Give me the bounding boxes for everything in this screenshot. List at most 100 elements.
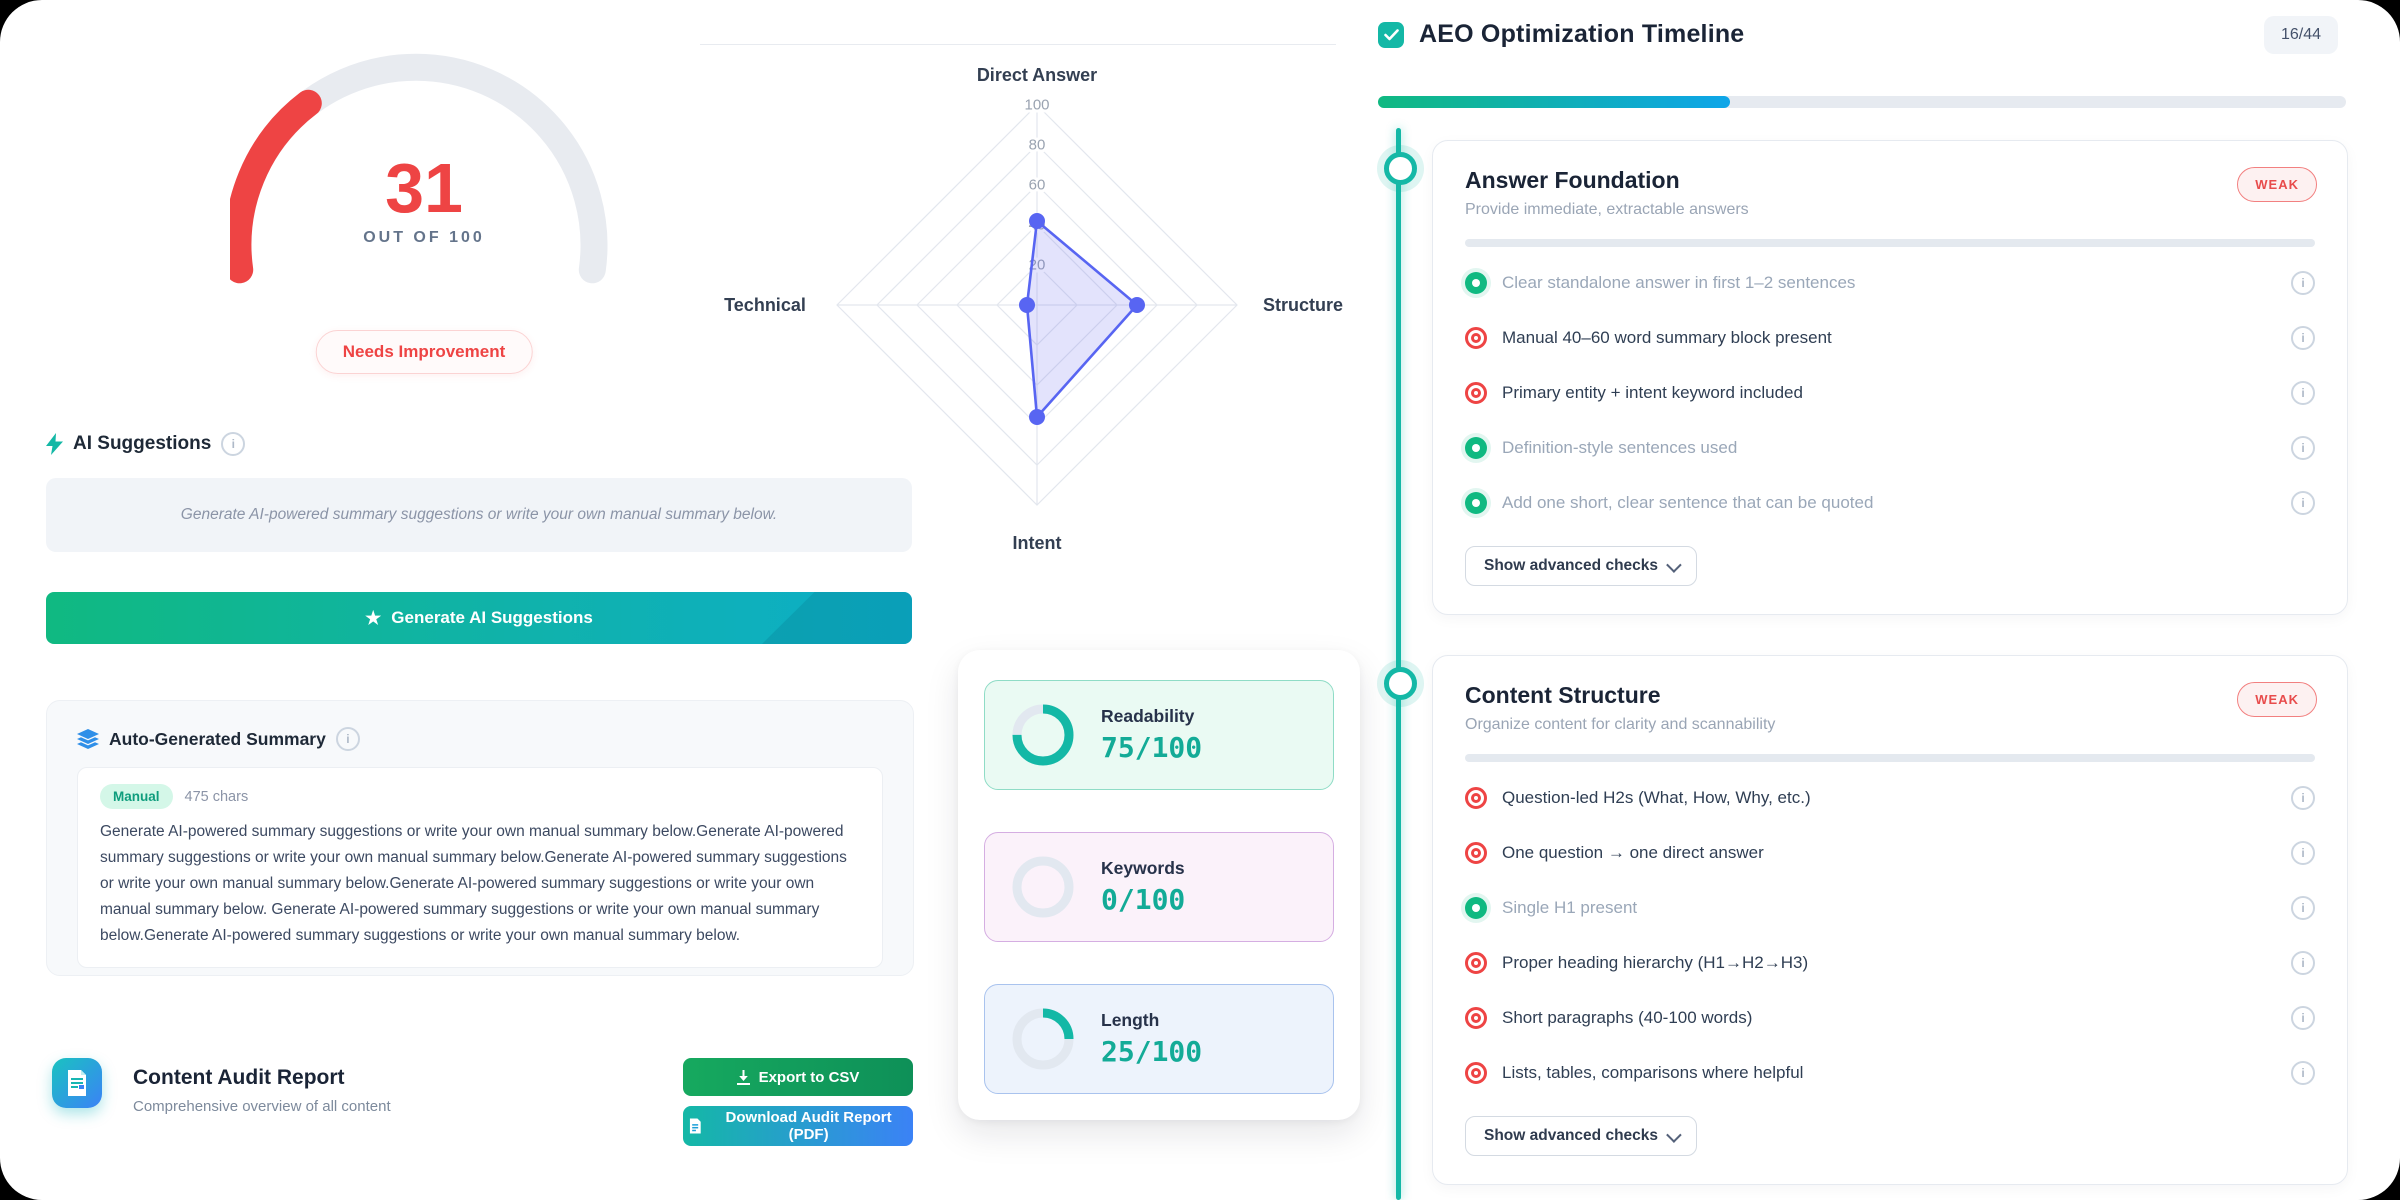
radar-data-point: [1129, 297, 1145, 313]
check-item: Proper heading hierarchy (H1→H2→H3): [1465, 935, 2315, 990]
info-icon[interactable]: [2291, 950, 2315, 975]
metric-label: Readability: [1101, 706, 1195, 726]
gauge-out-of-label: OUT OF 100: [363, 229, 485, 246]
export-csv-button[interactable]: Export to CSV: [683, 1058, 913, 1096]
check-item: Clear standalone answer in first 1–2 sen…: [1465, 255, 2315, 310]
radar-data-point: [1019, 297, 1035, 313]
radar-tick-label: 80: [1029, 137, 1046, 154]
check-item-label: Manual 40–60 word summary block present: [1502, 327, 1832, 347]
ai-suggestions-header: AI Suggestions: [46, 432, 246, 456]
radar-axis-label: Technical: [724, 295, 806, 315]
check-item: Primary entity + intent keyword included: [1465, 365, 2315, 420]
radar-data-polygon: [1025, 219, 1139, 419]
check-item: Single H1 present: [1465, 880, 2315, 935]
info-icon[interactable]: [2291, 325, 2315, 350]
radar-axis-label: Intent: [1013, 533, 1062, 553]
info-icon[interactable]: [2291, 840, 2315, 865]
lightning-icon: [46, 433, 63, 455]
info-icon[interactable]: [221, 432, 246, 456]
ai-suggestions-title: AI Suggestions: [73, 433, 212, 454]
radar-chart-panel: 20406080100Direct AnswerStructureIntentT…: [720, 30, 1380, 615]
keywords-donut: [1012, 856, 1074, 918]
check-item-label: Proper heading hierarchy (H1→H2→H3): [1502, 952, 1809, 972]
check-fail-icon: [1465, 786, 1487, 809]
check-item: Add one short, clear sentence that can b…: [1465, 475, 2315, 530]
gauge-score: 31: [385, 149, 463, 227]
radar-chart: 20406080100Direct AnswerStructureIntentT…: [724, 65, 1343, 553]
check-item-label: Definition-style sentences used: [1502, 437, 1738, 457]
timeline-title: AEO Optimization Timeline: [1419, 20, 1745, 48]
generate-button-label: Generate AI Suggestions: [391, 608, 593, 627]
check-item: Manual 40–60 word summary block present: [1465, 310, 2315, 365]
info-icon[interactable]: [2291, 270, 2315, 295]
info-icon[interactable]: [2291, 1005, 2315, 1030]
show-advanced-label: Show advanced checks: [1484, 1127, 1659, 1144]
section-divider: [700, 44, 1336, 45]
check-item: Definition-style sentences used: [1465, 420, 2315, 475]
card-subtitle: Organize content for clarity and scannab…: [1465, 716, 1776, 733]
check-item: Short paragraphs (40-100 words): [1465, 990, 2315, 1045]
check-pass-icon: [1465, 436, 1487, 459]
download-icon: [736, 1069, 750, 1085]
timeline-node: [1384, 152, 1417, 185]
gauge-chart: 31 OUT OF 100: [224, 53, 608, 284]
report-subtitle: Comprehensive overview of all content: [133, 1098, 391, 1115]
card-progress-bar: [1465, 239, 2315, 247]
status-badge-weak: WEAK: [2237, 682, 2317, 717]
card-title: Content Structure: [1465, 682, 1661, 708]
length-donut: [1012, 1008, 1074, 1070]
info-icon[interactable]: [2291, 435, 2315, 460]
generate-ai-suggestions-button[interactable]: ★ Generate AI Suggestions: [46, 592, 912, 644]
timeline-card-answer-foundation: Answer Foundation WEAK Provide immediate, …: [1432, 140, 2348, 615]
metrics-panel: Readability 75/100 Keywords 0/100 Length…: [958, 650, 1360, 1120]
metric-card-length: Length 25/100: [984, 984, 1334, 1094]
radar-data-point: [1029, 213, 1045, 229]
file-icon: [689, 1118, 701, 1134]
timeline-card-content-structure: Content Structure WEAK Organize content fo…: [1432, 655, 2348, 1185]
auto-summary-header: Auto-Generated Summary: [47, 701, 913, 767]
info-icon[interactable]: [2291, 1060, 2315, 1085]
check-pass-icon: [1465, 491, 1487, 514]
check-item-label: Add one short, clear sentence that can b…: [1502, 492, 1874, 512]
report-title: Content Audit Report: [133, 1066, 345, 1089]
card-progress-bar: [1465, 754, 2315, 762]
metric-card-readability: Readability 75/100: [984, 680, 1334, 790]
show-advanced-button[interactable]: Show advanced checks: [1465, 1116, 1698, 1156]
check-fail-icon: [1465, 841, 1487, 864]
info-icon[interactable]: [2291, 490, 2315, 515]
show-advanced-button[interactable]: Show advanced checks: [1465, 546, 1698, 586]
timeline-checkbox[interactable]: [1378, 22, 1404, 48]
chevron-down-icon: [1666, 1126, 1682, 1143]
info-icon[interactable]: [2291, 895, 2315, 920]
check-item: Question-led H2s (What, How, Why, etc.): [1465, 770, 2315, 825]
timeline-node: [1384, 667, 1417, 700]
check-item-label: Question-led H2s (What, How, Why, etc.): [1502, 787, 1811, 807]
summary-card: Manual 475 chars Generate AI-powered sum…: [77, 767, 883, 968]
download-pdf-label: Download Audit Report (PDF): [725, 1109, 892, 1143]
check-item: One question → one direct answer: [1465, 825, 2315, 880]
download-pdf-button[interactable]: Download Audit Report (PDF): [683, 1106, 913, 1146]
check-pass-icon: [1465, 271, 1487, 294]
timeline-progress-fill: [1378, 96, 1731, 108]
timeline-count-badge: 16/44: [2264, 16, 2339, 54]
radar-axis-label: Direct Answer: [977, 65, 1097, 85]
info-icon[interactable]: [335, 727, 360, 751]
metric-value: 0/100: [1101, 883, 1186, 916]
ai-summary-placeholder[interactable]: Generate AI-powered summary suggestions …: [46, 478, 912, 552]
auto-summary-panel: Auto-Generated Summary Manual 475 chars …: [46, 700, 914, 976]
readability-donut: [1012, 704, 1074, 766]
metric-card-keywords: Keywords 0/100: [984, 832, 1334, 942]
card-subtitle: Provide immediate, extractable answers: [1465, 201, 1749, 218]
metric-value: 25/100: [1101, 1035, 1203, 1068]
info-icon[interactable]: [2291, 380, 2315, 405]
radar-data-point: [1029, 409, 1045, 425]
gauge-value-arc: [224, 89, 322, 284]
summary-text: Generate AI-powered summary suggestions …: [100, 823, 847, 944]
radar-axis-label: Structure: [1263, 295, 1343, 315]
check-icon: [1383, 29, 1399, 41]
check-fail-icon: [1465, 1006, 1487, 1029]
check-fail-icon: [1465, 326, 1487, 349]
timeline-progress-bar: [1378, 96, 2346, 108]
info-icon[interactable]: [2291, 785, 2315, 810]
